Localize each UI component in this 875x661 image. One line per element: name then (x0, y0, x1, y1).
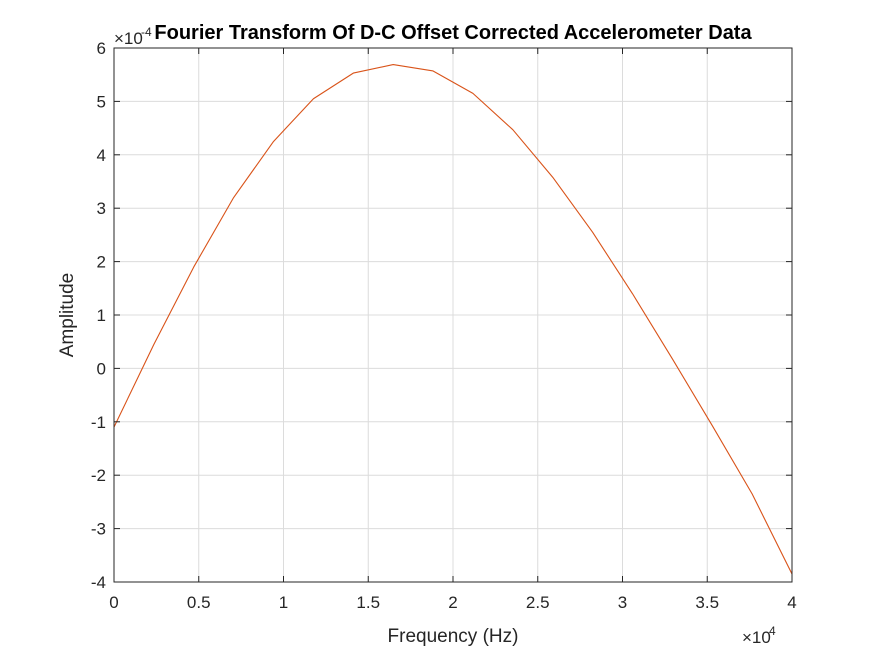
chart-title: Fourier Transform Of D-C Offset Correcte… (154, 22, 752, 44)
x-axis-label: Frequency (Hz) (388, 626, 519, 647)
y-tick-label: 6 (97, 39, 106, 58)
x-tick-label: 3 (618, 593, 627, 612)
y-exponent-power: -4 (141, 25, 152, 39)
y-tick-label: 2 (97, 253, 106, 272)
y-exponent-base: ×10 (114, 29, 143, 48)
x-tick-label: 1.5 (356, 593, 380, 612)
y-tick-label: 0 (97, 359, 106, 378)
x-exponent-base: ×10 (742, 628, 771, 647)
y-tick-label: -1 (91, 413, 106, 432)
x-tick-label: 1 (279, 593, 288, 612)
y-tick-label: -2 (91, 466, 106, 485)
series-layer (113, 64, 793, 575)
grid-layer (114, 48, 792, 582)
x-tick-label: 4 (787, 593, 796, 612)
label-layer: ×10 -4 Fourier Transform Of D-C Offset C… (57, 22, 776, 647)
series-line (113, 64, 793, 575)
tick-layer: 0 0.5 1 1.5 2 2.5 3 3.5 4 -4 -3 -2 -1 0 1 2 3 4 5 6 (91, 39, 797, 612)
x-exponent-power: 4 (769, 624, 776, 638)
y-tick-label: 5 (97, 92, 106, 111)
x-tick-label: 2.5 (526, 593, 550, 612)
y-tick-label: -4 (91, 573, 106, 592)
y-tick-label: 1 (97, 306, 106, 325)
y-tick-label: 4 (97, 146, 106, 165)
y-tick-label: 3 (97, 199, 106, 218)
x-tick-label: 3.5 (695, 593, 719, 612)
y-axis-label: Amplitude (57, 273, 78, 358)
y-tick-label: -3 (91, 520, 106, 539)
x-tick-label: 2 (448, 593, 457, 612)
x-tick-label: 0.5 (187, 593, 211, 612)
x-tick-label: 0 (109, 593, 118, 612)
